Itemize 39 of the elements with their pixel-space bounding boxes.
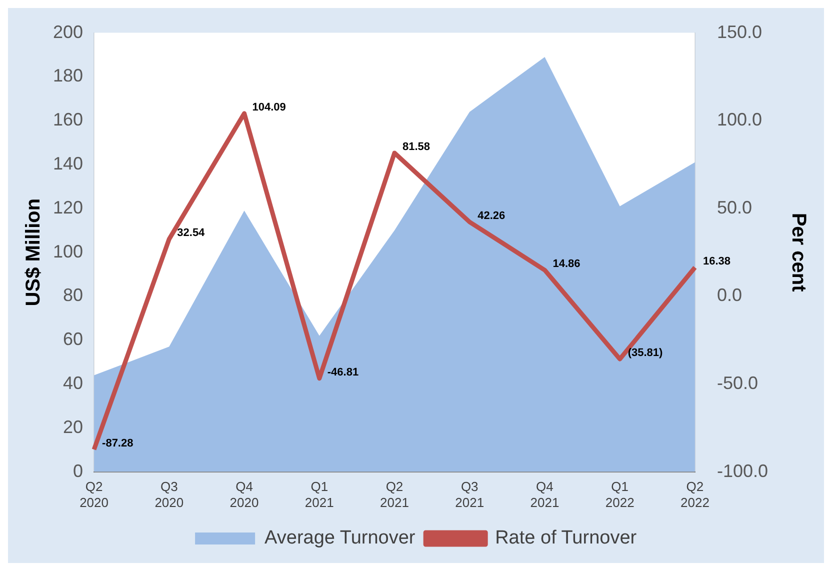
x-tick-label: Q3 2020 [154,479,184,510]
x-tick-label: Q4 2020 [230,479,259,510]
data-label: 14.86 [552,258,580,270]
y-tick-label: 120 [52,197,84,218]
y2-tick-label: 100.0 [716,110,762,130]
x-tick-label: Q3 2021 [455,479,484,510]
y-tick-label: 140 [52,153,84,174]
x-tick-label: Q4 2021 [530,479,560,510]
y2-tick-label: -100.0 [716,460,768,481]
data-label: 104.09 [252,101,286,114]
data-label: -87.28 [102,437,134,450]
legend-label: Average Turnover [264,528,416,549]
y2-axis-title: Per cent [787,212,810,292]
data-label: 32.54 [177,227,206,240]
x-tick-label: Q1 2021 [304,479,334,510]
x-tick-label: Q2 2021 [380,479,409,510]
y-tick-label: 0 [73,460,84,481]
y2-tick-label: -50.0 [716,372,758,393]
data-label: 81.58 [402,140,430,153]
y2-tick-label: 0.0 [716,285,742,306]
x-tick-label: Q2 2020 [80,479,108,510]
y-tick-label: 60 [63,329,84,350]
data-label: -46.81 [327,366,359,378]
y-tick-label: 80 [63,285,84,306]
y-axis-title: US$ Million [22,198,45,306]
y-tick-label: 180 [52,66,84,86]
data-label: 16.38 [702,255,730,268]
x-tick-label: Q1 2022 [605,479,634,510]
legend-label: Rate of Turnover [495,528,638,549]
data-label: (35.81) [628,347,664,360]
y-tick-label: 40 [63,372,84,393]
data-label: 42.26 [478,210,506,222]
y-tick-label: 20 [63,416,84,437]
y-tick-label: 160 [52,110,84,130]
y-tick-label: 200 [52,22,84,42]
x-tick-label: Q2 2022 [680,479,710,510]
y2-tick-label: 50.0 [716,197,752,218]
y-tick-label: 100 [52,241,84,262]
y2-tick-label: 150.0 [716,22,762,42]
